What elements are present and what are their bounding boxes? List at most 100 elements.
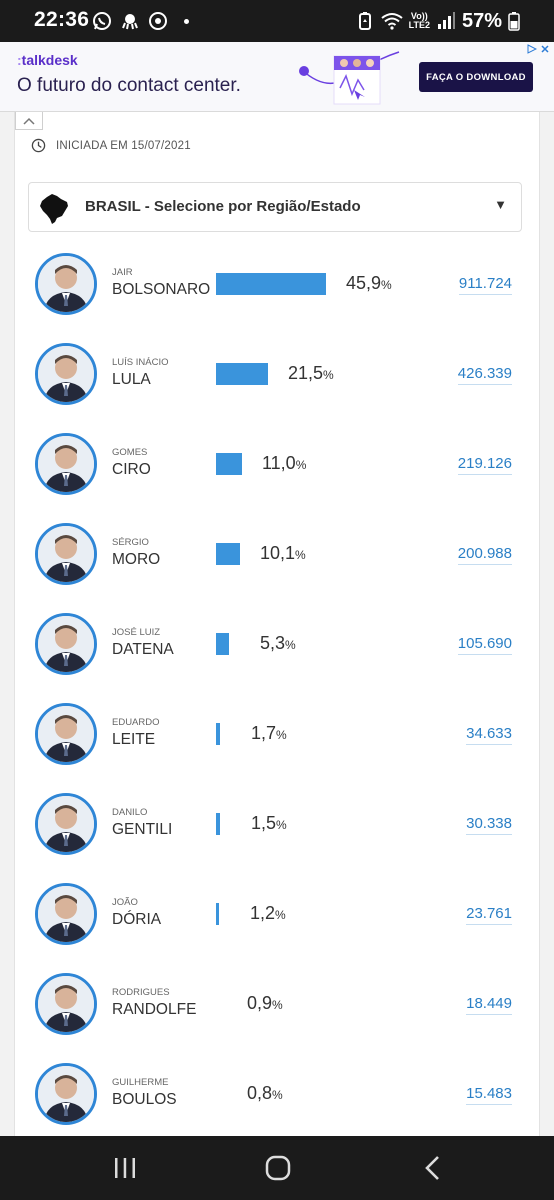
region-selector-label: BRASIL - Selecione por Região/Estado (85, 198, 361, 215)
candidate-percentage: 0,9% (247, 993, 283, 1013)
candidate-row: GUILHERME BOULOS 0,8% 15.483 (15, 1059, 539, 1136)
ad-banner[interactable]: :talkdesk O futuro do contact center. FA… (0, 42, 554, 112)
person-icon (38, 886, 94, 942)
candidate-vote-count[interactable]: 105.690 (457, 635, 512, 655)
candidate-vote-count[interactable]: 15.483 (466, 1085, 512, 1105)
candidate-percentage: 11,0% (262, 453, 307, 473)
poll-start-date: INICIADA EM 15/07/2021 (31, 138, 191, 153)
wifi-icon (381, 13, 403, 30)
candidate-percentage: 5,3% (260, 633, 296, 653)
candidate-last-name: DATENA (112, 641, 174, 658)
person-icon (38, 616, 94, 672)
candidate-row: SÉRGIO MORO 10,1% 200.988 (15, 519, 539, 609)
candidate-vote-bar (216, 543, 240, 565)
candidate-row: JAIR BOLSONARO 45,9% 911.724 (15, 249, 539, 339)
notification-dot (184, 18, 189, 24)
candidate-avatar (35, 883, 97, 945)
candidate-vote-bar (216, 633, 229, 655)
start-date-label: INICIADA EM 15/07/2021 (56, 139, 191, 152)
candidate-avatar (35, 253, 97, 315)
clock-icon (31, 138, 46, 153)
battery-icon (508, 12, 520, 31)
candidate-percentage: 0,8% (247, 1083, 283, 1103)
recent-apps-icon[interactable] (110, 1154, 140, 1182)
home-icon[interactable] (263, 1154, 293, 1182)
candidate-vote-count[interactable]: 200.988 (457, 545, 512, 565)
ad-tagline: O futuro do contact center. (17, 75, 241, 96)
ad-info-icon[interactable] (527, 44, 537, 54)
candidate-avatar (35, 433, 97, 495)
battery-percentage: 57% (461, 9, 502, 32)
candidate-row: DANILO GENTILI 1,5% 30.338 (15, 789, 539, 879)
person-icon (38, 436, 94, 492)
candidate-avatar (35, 343, 97, 405)
network-type-label: Vo)) LTE2 (408, 11, 430, 30)
person-icon (38, 1066, 94, 1122)
brazil-map-icon (40, 194, 68, 224)
collapse-toggle[interactable] (15, 112, 43, 130)
chrome-icon (149, 12, 167, 30)
candidate-percentage: 10,1% (260, 543, 306, 563)
candidate-percentage: 1,5% (251, 813, 287, 833)
clock: 22:36 (34, 8, 90, 31)
candidate-first-name: LUÍS INÁCIO (112, 357, 169, 368)
candidate-vote-count[interactable]: 30.338 (466, 815, 512, 835)
candidate-row: JOSÉ LUIZ DATENA 5,3% 105.690 (15, 609, 539, 699)
candidate-avatar (35, 613, 97, 675)
candidate-first-name: JOÃO (112, 897, 138, 908)
candidate-first-name: GUILHERME (112, 1077, 169, 1088)
candidate-vote-count[interactable]: 426.339 (457, 365, 512, 385)
candidate-percentage: 1,7% (251, 723, 287, 743)
candidate-row: GOMES CIRO 11,0% 219.126 (15, 429, 539, 519)
ad-choices[interactable] (527, 44, 550, 54)
candidate-last-name: GENTILI (112, 821, 173, 838)
candidate-last-name: RANDOLFE (112, 1001, 197, 1018)
candidate-row: EDUARDO LEITE 1,7% 34.633 (15, 699, 539, 789)
candidate-vote-bar (216, 273, 326, 295)
candidate-vote-bar (216, 903, 219, 925)
ad-illustration (299, 51, 400, 105)
candidate-vote-bar (216, 363, 268, 385)
octopus-app-icon (122, 14, 138, 30)
candidate-first-name: RODRIGUES (112, 987, 170, 998)
candidate-vote-bar (216, 453, 242, 475)
candidate-first-name: EDUARDO (112, 717, 160, 728)
candidate-row: LUÍS INÁCIO LULA 21,5% 426.339 (15, 339, 539, 429)
candidate-row: JOÃO DÓRIA 1,2% 23.761 (15, 879, 539, 969)
candidate-vote-count[interactable]: 911.724 (458, 275, 512, 295)
candidate-first-name: GOMES (112, 447, 148, 458)
candidate-last-name: BOULOS (112, 1091, 177, 1108)
candidate-vote-count[interactable]: 18.449 (466, 995, 512, 1015)
candidate-percentage: 1,2% (250, 903, 286, 923)
candidate-avatar (35, 1063, 97, 1125)
person-icon (38, 526, 94, 582)
person-icon (38, 346, 94, 402)
candidate-avatar (35, 523, 97, 585)
candidate-vote-count[interactable]: 219.126 (457, 455, 512, 475)
signal-icon (437, 12, 455, 29)
back-icon[interactable] (418, 1154, 448, 1182)
ad-close-icon[interactable] (540, 44, 550, 54)
candidate-vote-count[interactable]: 34.633 (466, 725, 512, 745)
person-icon (38, 796, 94, 852)
candidate-vote-bar (216, 813, 220, 835)
region-selector[interactable]: BRASIL - Selecione por Região/Estado ▼ (28, 182, 522, 232)
poll-results-panel: INICIADA EM 15/07/2021 BRASIL - Selecion… (14, 112, 540, 1136)
candidate-last-name: DÓRIA (112, 911, 162, 928)
chevron-up-icon (23, 117, 35, 125)
ad-download-button[interactable]: FAÇA O DOWNLOAD (419, 62, 533, 92)
candidate-last-name: LULA (112, 371, 151, 388)
candidate-vote-count[interactable]: 23.761 (466, 905, 512, 925)
whatsapp-icon (93, 12, 111, 30)
ad-brand-logo: :talkdesk (17, 52, 78, 68)
candidate-last-name: LEITE (112, 731, 156, 748)
candidate-first-name: DANILO (112, 807, 148, 818)
candidate-avatar (35, 703, 97, 765)
battery-saver-icon (358, 12, 371, 30)
candidate-avatar (35, 793, 97, 855)
candidate-last-name: MORO (112, 551, 161, 568)
candidate-first-name: JOSÉ LUIZ (112, 627, 161, 638)
candidate-avatar (35, 973, 97, 1035)
person-icon (38, 706, 94, 762)
candidate-first-name: JAIR (112, 267, 133, 278)
